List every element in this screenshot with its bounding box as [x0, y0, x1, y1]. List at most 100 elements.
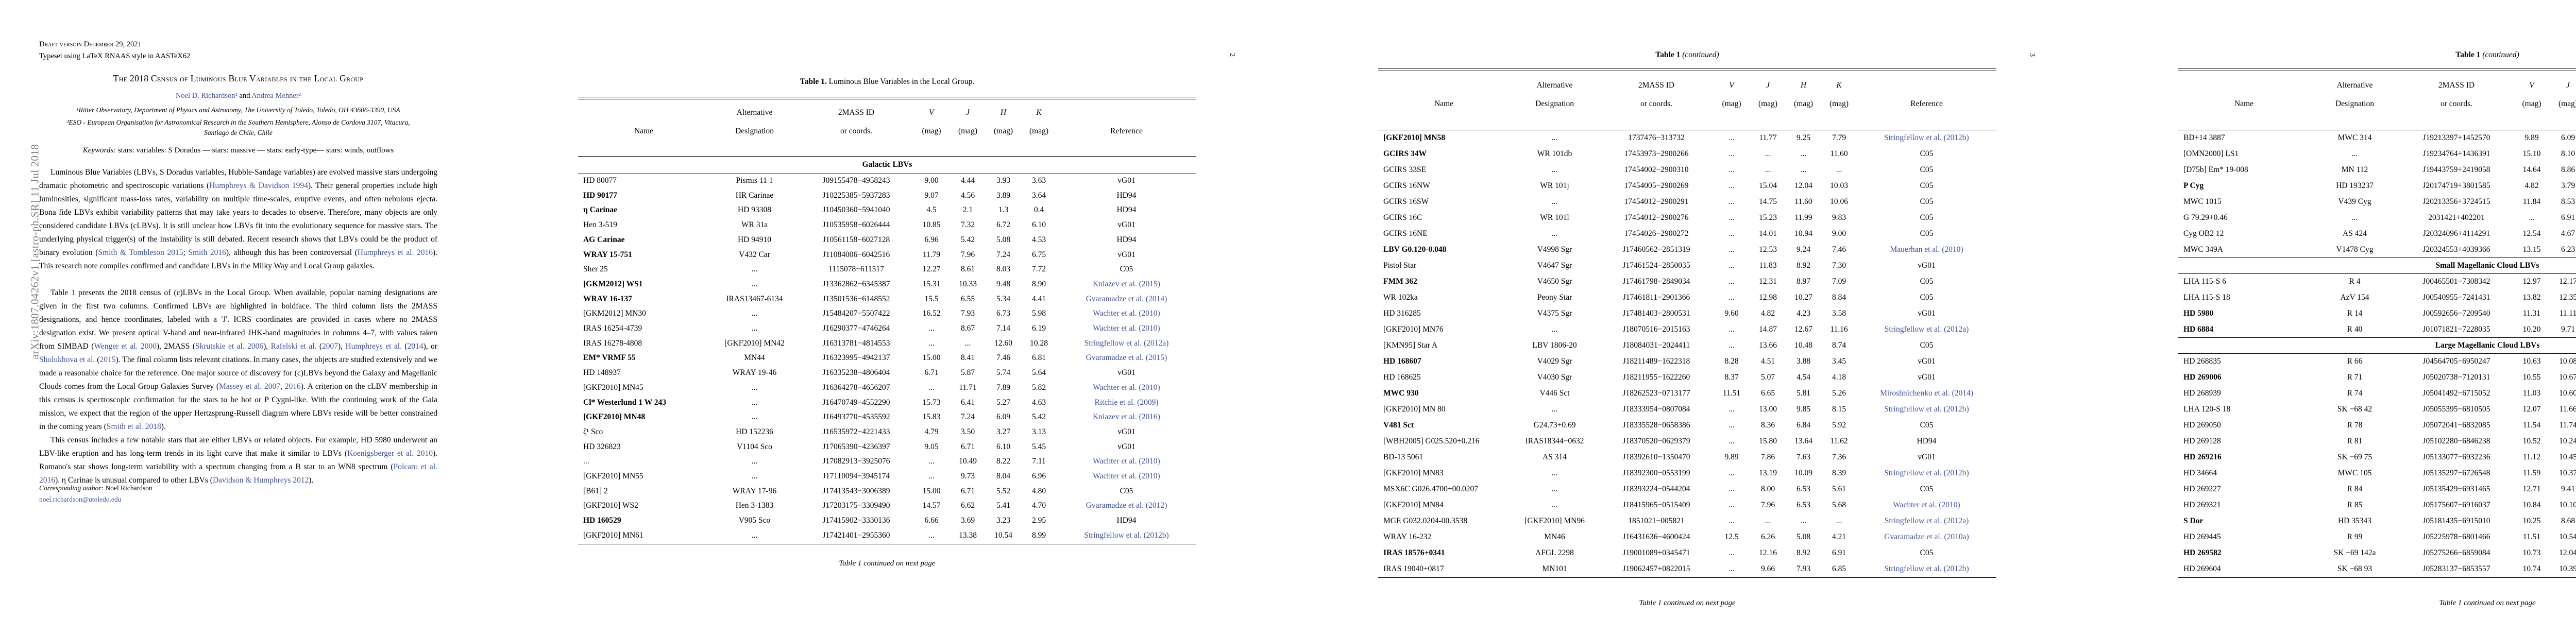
reference-citation-link[interactable]: Mauerhan et al. (2010): [1890, 245, 1963, 254]
star-name: WR 102ka: [1383, 293, 1418, 302]
citation-link[interactable]: Humphreys & Davidson 1994: [209, 181, 308, 190]
email-link[interactable]: noel.richardson@utoledo.edu: [39, 495, 122, 503]
reference-citation-link[interactable]: Wachter et al. (2010): [1093, 309, 1160, 318]
table-row: MWC 1015 V439 Cyg J20213356+3724515 11.84 8.…: [2178, 194, 2576, 210]
keywords-label: Keywords:: [82, 146, 116, 154]
reference-citation-link[interactable]: Stringfellow et al. (2012b): [1884, 564, 1969, 573]
reference-citation-link[interactable]: Kniazev et al. (2015): [1093, 279, 1160, 288]
reference-citation-link[interactable]: Gvaramadze et al. (2012): [1086, 501, 1167, 510]
2mass-id: J05133077−6932236: [2422, 453, 2490, 461]
column-header: (mag): [1829, 99, 1849, 108]
star-name: GCIRS 16SW: [1383, 197, 1429, 206]
citation-link[interactable]: Smith & Tombleson 2015: [98, 248, 183, 257]
star-name: HD 269050: [2183, 421, 2221, 430]
reference-citation-link[interactable]: Stringfellow et al. (2012b): [1884, 469, 1969, 477]
author-mehner[interactable]: Andrea Mehner²: [251, 92, 301, 100]
table-row: HD 168607 V4029 Sgr J18211489−1622318 8.28 4…: [1378, 353, 1996, 369]
reference-abbrev: vG01: [1117, 442, 1136, 451]
table-row: MSX6C G026.4700+00.0207... J18393224−0544…: [1378, 481, 1996, 497]
citation-link[interactable]: 2015: [99, 355, 116, 364]
alt-designation: WRAY 17-96: [732, 486, 777, 495]
table-row: GCIRS 16NW WR 101j 17454005−2900269... 15.0…: [1378, 178, 1996, 194]
column-header: (mag): [1758, 99, 1777, 108]
v-mag: 15.00: [922, 486, 941, 495]
table-header-row: Alternative 2MASS ID V J H K: [578, 108, 1196, 117]
reference-citation-link[interactable]: Ritchie et al. (2009): [1094, 398, 1159, 407]
alt-designation: ...: [751, 472, 758, 480]
table-row: GCIRS 33SE... 17454002−2900310...........…: [1378, 162, 1996, 178]
table-row: [GKF2010] MN48... J16493770−4535592 15.83 7…: [578, 410, 1196, 425]
citation-link[interactable]: Davidson & Humphreys 2012: [212, 476, 309, 485]
star-name: LHA 115-S 18: [2183, 293, 2230, 302]
reference-citation-link[interactable]: Kniazev et al. (2016): [1093, 413, 1160, 422]
column-header: H: [1000, 108, 1007, 117]
reference-abbrev: C05: [1920, 213, 1934, 222]
j-mag: 4.82: [1760, 309, 1775, 318]
reference: C05: [1057, 262, 1196, 277]
table-row: LHA 120-S 18 SK −68 42 J05055395−6810505 12…: [2178, 401, 2576, 417]
k-mag: 7.36: [1832, 453, 1846, 461]
h-mag: 6.10: [996, 442, 1011, 451]
reference-citation-link[interactable]: Gvaramadze et al. (2014): [1086, 294, 1167, 303]
table-1-page-3: Table 1 (continued) Alternative 2MASS ID V J…: [1378, 0, 1996, 618]
reference-citation-link[interactable]: Stringfellow et al. (2012b): [1884, 405, 1969, 414]
reference-citation-link[interactable]: Stringfellow et al. (2012b): [1084, 530, 1169, 540]
table-title-text: (continued): [1680, 50, 1719, 59]
citation-link[interactable]: Humphreys et al. 2016: [357, 248, 433, 257]
citation-link[interactable]: 2007: [322, 342, 338, 351]
alt-designation: V4647 Sgr: [1537, 261, 1572, 270]
h-mag: 5.34: [996, 294, 1011, 303]
alt-designation: R 66: [2347, 357, 2363, 366]
reference-citation-link[interactable]: Wachter et al. (2010): [1093, 324, 1160, 333]
alt-designation: R 14: [2347, 309, 2363, 318]
alt-designation: HD 35343: [2337, 517, 2371, 525]
table-title-text: (continued): [2480, 50, 2519, 59]
reference-citation-link[interactable]: Gvaramadze et al. (2015): [1086, 353, 1167, 363]
reference-citation-link[interactable]: Miroshnichenko et al. (2014): [1880, 389, 1973, 398]
reference-citation-link[interactable]: Wachter et al. (2010): [1093, 472, 1160, 480]
citation-link[interactable]: 2014: [407, 342, 423, 351]
citation-link[interactable]: Koenigsberger et al. 2010: [347, 449, 433, 458]
v-mag: 10.74: [2522, 564, 2541, 573]
v-mag: 11.03: [2522, 389, 2541, 398]
citation-link[interactable]: Smith et al. 2018: [106, 422, 161, 431]
reference-citation-link[interactable]: Gvaramadze et al. (2010a): [1884, 533, 1969, 541]
reference-citation-link[interactable]: Wachter et al. (2010): [1893, 501, 1960, 509]
reference-citation-link[interactable]: Stringfellow et al. (2012a): [1884, 325, 1969, 334]
reference-citation-link[interactable]: Stringfellow et al. (2012a): [1884, 517, 1969, 525]
citation-link[interactable]: Rafelski et al.: [270, 342, 317, 351]
v-mag: 11.51: [2522, 533, 2541, 541]
citation-link[interactable]: Massey et al. 2007: [219, 382, 281, 391]
v-mag: 6.96: [924, 235, 939, 244]
column-header: 2MASS ID: [838, 108, 875, 117]
j-mag: ...: [1765, 149, 1771, 158]
citation-link[interactable]: Humphreys et al.: [345, 342, 402, 351]
reference-citation-link[interactable]: Wachter et al. (2010): [1093, 457, 1160, 466]
citation-link[interactable]: Sholukhova et al.: [39, 355, 95, 364]
reference: Stringfellow et al. (2012b): [1857, 561, 1996, 577]
star-name: WRAY 15-751: [583, 250, 632, 259]
j-mag: 10.33: [959, 279, 977, 288]
citation-link[interactable]: Smith 2016: [188, 248, 226, 257]
citation-link[interactable]: Polcaro et al. 2016: [39, 462, 437, 485]
reference-abbrev: vG01: [1117, 427, 1136, 436]
star-name: HD 6884: [2183, 325, 2214, 334]
reference-citation-link[interactable]: Stringfellow et al. (2012a): [1084, 338, 1169, 348]
k-mag: 9.00: [1832, 229, 1846, 238]
table-row: WRAY 15-751 V432 Car J11084006−6042516 11.7…: [578, 248, 1196, 263]
alt-designation: HD 94910: [737, 235, 771, 244]
j-mag: ...: [964, 338, 971, 348]
reference-citation-link[interactable]: Wachter et al. (2010): [1093, 383, 1160, 392]
2mass-id: J13501536−6148552: [822, 294, 890, 303]
reference-citation-link[interactable]: Stringfellow et al. (2012b): [1884, 133, 1969, 142]
h-mag: 7.24: [996, 250, 1011, 259]
citation-link[interactable]: 1: [71, 288, 76, 297]
author-richardson[interactable]: Noel D. Richardson¹: [175, 92, 238, 100]
star-name: [GKF2010] MN55: [583, 472, 643, 480]
j-mag: 12.35: [2559, 293, 2576, 302]
h-mag: 5.08: [1796, 533, 1811, 541]
citation-link[interactable]: Wenger et al. 2000: [94, 342, 157, 351]
citation-link[interactable]: Skrutskie et al. 2006: [195, 342, 264, 351]
citation-link[interactable]: 2016: [284, 382, 301, 391]
table-continued-footer: Table 1 continued on next page: [2439, 599, 2536, 607]
